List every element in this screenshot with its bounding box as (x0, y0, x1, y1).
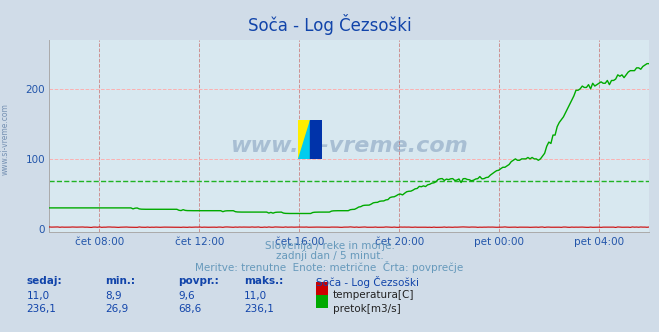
Polygon shape (299, 121, 310, 159)
Text: www.si-vreme.com: www.si-vreme.com (231, 136, 468, 156)
Text: Soča - Log Čezsoški: Soča - Log Čezsoški (248, 14, 411, 36)
Text: www.si-vreme.com: www.si-vreme.com (1, 104, 10, 175)
Text: Meritve: trenutne  Enote: metrične  Črta: povprečje: Meritve: trenutne Enote: metrične Črta: … (195, 261, 464, 273)
Text: Slovenija / reke in morje.: Slovenija / reke in morje. (264, 241, 395, 251)
Text: 68,6: 68,6 (178, 304, 201, 314)
Text: pretok[m3/s]: pretok[m3/s] (333, 304, 401, 314)
Polygon shape (299, 121, 310, 159)
Text: povpr.:: povpr.: (178, 276, 219, 286)
Text: sedaj:: sedaj: (26, 276, 62, 286)
Text: zadnji dan / 5 minut.: zadnji dan / 5 minut. (275, 251, 384, 261)
Text: temperatura[C]: temperatura[C] (333, 290, 415, 300)
Text: 11,0: 11,0 (244, 290, 267, 300)
Text: 11,0: 11,0 (26, 290, 49, 300)
Text: 9,6: 9,6 (178, 290, 194, 300)
Text: maks.:: maks.: (244, 276, 283, 286)
Text: 236,1: 236,1 (26, 304, 56, 314)
Polygon shape (310, 121, 322, 159)
Text: min.:: min.: (105, 276, 136, 286)
Text: 8,9: 8,9 (105, 290, 122, 300)
Text: 26,9: 26,9 (105, 304, 129, 314)
Text: 236,1: 236,1 (244, 304, 273, 314)
Text: Soča - Log Čezsoški: Soča - Log Čezsoški (316, 276, 419, 288)
